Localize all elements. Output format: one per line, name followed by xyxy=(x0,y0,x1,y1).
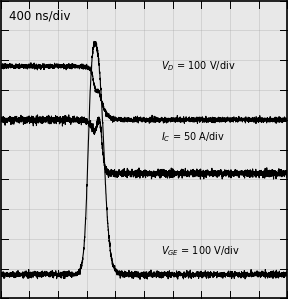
Text: 400 ns/div: 400 ns/div xyxy=(9,10,71,23)
Text: $V_{GE}$ = 100 V/div: $V_{GE}$ = 100 V/div xyxy=(161,244,240,257)
Text: $V_D$ = 100 V/div: $V_D$ = 100 V/div xyxy=(161,59,236,73)
Text: $I_C$ = 50 A/div: $I_C$ = 50 A/div xyxy=(161,131,225,144)
